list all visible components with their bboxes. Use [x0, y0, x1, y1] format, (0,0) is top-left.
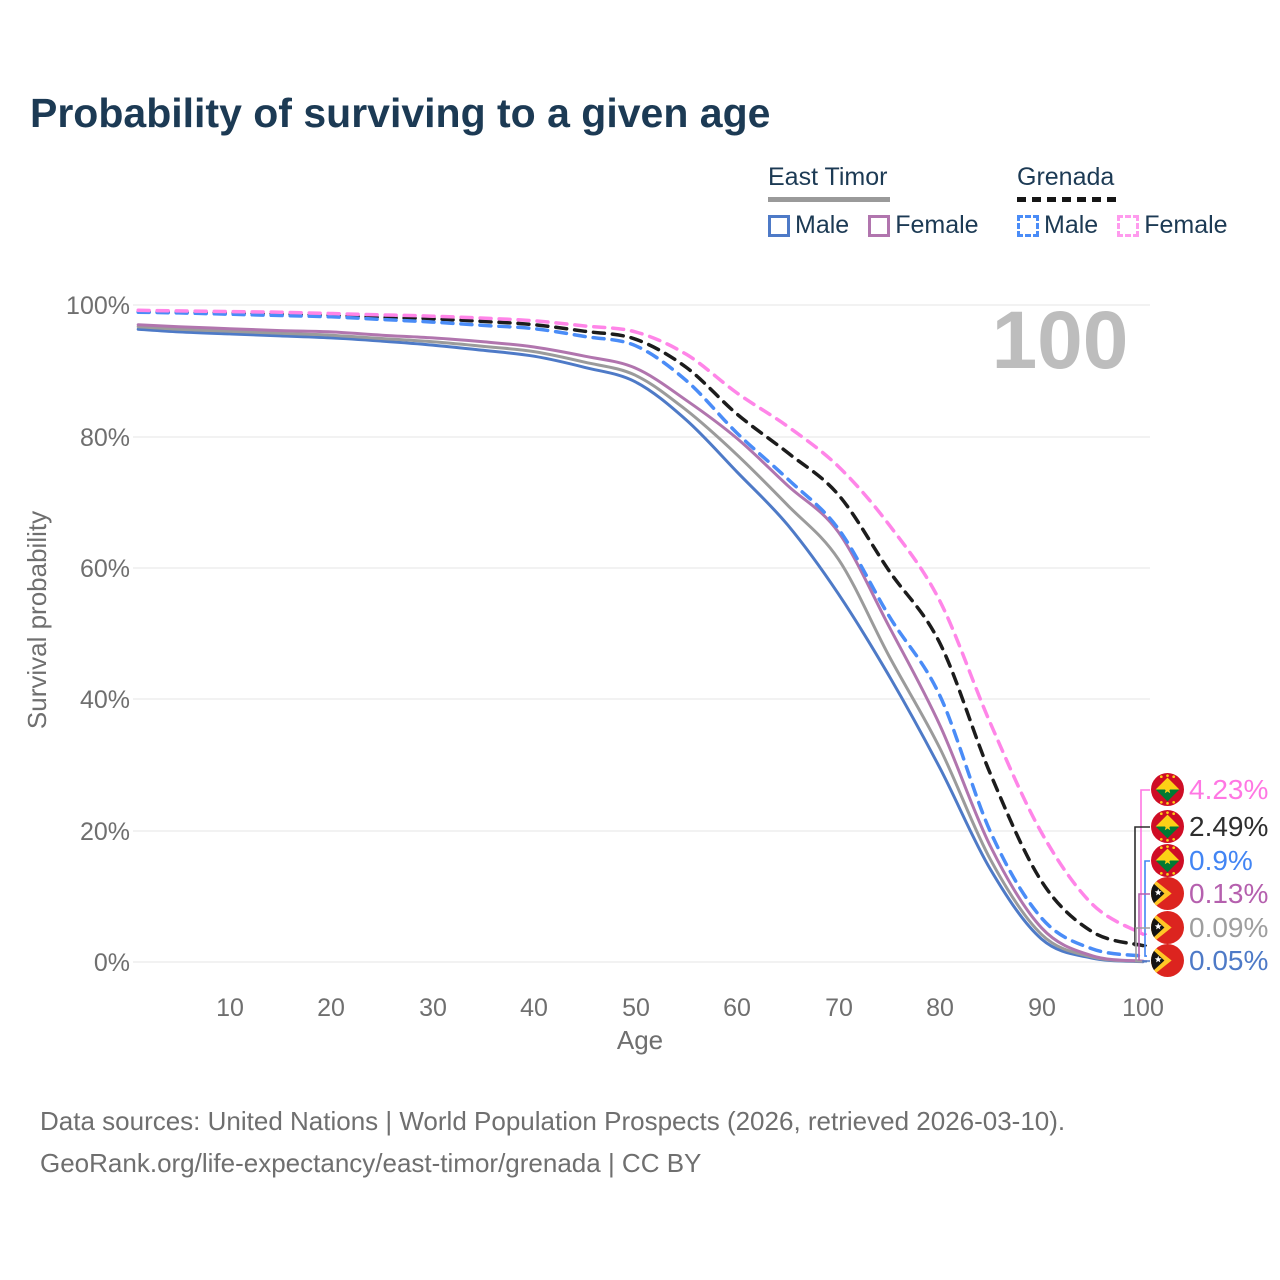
legend-item-grenada-female[interactable]: Female [1117, 211, 1228, 240]
x-tick: 70 [825, 994, 853, 1022]
y-tick: 100% [66, 292, 130, 320]
end-value: 0.13% [1189, 877, 1269, 909]
x-tick: 60 [723, 994, 751, 1022]
legend-group-east-timor: East Timor Male Female [768, 163, 979, 240]
legend-label: Male [795, 211, 850, 239]
curve-east-timor-male [136, 327, 1145, 964]
x-tick: 30 [419, 994, 447, 1022]
legend-item-grenada-male[interactable]: Male [1017, 211, 1098, 240]
end-label-grenada-combined: 2.49% [1151, 810, 1268, 843]
grenada-female-swatch-icon [1117, 214, 1140, 237]
y-tick: 60% [80, 555, 130, 583]
end-value: 2.49% [1189, 810, 1269, 842]
curve-grenada-female [136, 308, 1145, 936]
x-axis-ticks: 10 20 30 40 50 60 70 80 90 100 [216, 994, 1164, 1022]
end-label-leader-lines [1134, 789, 1150, 963]
age-watermark: 100 [992, 295, 1129, 386]
y-axis-title: Survival probability [22, 511, 52, 729]
legend-label: Male [1044, 211, 1099, 239]
leader-line [1134, 826, 1150, 947]
end-value: 4.23% [1189, 773, 1269, 805]
x-tick: 80 [926, 994, 954, 1022]
legend-label: Female [895, 211, 979, 239]
curve-grenada-male [136, 310, 1145, 958]
end-value: 0.9% [1189, 844, 1253, 876]
page-title: Probability of surviving to a given age [30, 90, 771, 136]
y-tick: 80% [80, 424, 130, 452]
leader-line [1135, 927, 1150, 963]
grenada-flag-icon [1151, 773, 1184, 806]
leader-line [1142, 960, 1150, 963]
y-tick: 20% [80, 818, 130, 846]
survival-curves [136, 308, 1145, 964]
curve-east-timor-female [136, 323, 1145, 963]
east-timor-flag-icon [1151, 944, 1184, 977]
y-axis-ticks: 100% 80% 60% 40% 20% 0% [66, 292, 130, 977]
attribution-line: GeoRank.org/life-expectancy/east-timor/g… [40, 1148, 702, 1178]
end-label-grenada-female: 4.23% [1151, 773, 1268, 806]
end-value: 0.09% [1189, 911, 1269, 943]
x-tick: 20 [317, 994, 345, 1022]
east-timor-male-swatch-icon [768, 214, 790, 237]
grenada-flag-icon [1151, 844, 1184, 877]
east-timor-flag-icon [1151, 911, 1184, 944]
y-tick: 40% [80, 686, 130, 714]
grenada-flag-icon [1151, 810, 1184, 843]
legend-country-grenada: Grenada [1017, 163, 1115, 191]
leader-line [1140, 789, 1150, 935]
grenada-combined-line-swatch [1017, 197, 1120, 202]
legend-item-east-timor-female[interactable]: Female [868, 211, 979, 240]
gridlines [133, 304, 1150, 963]
east-timor-female-swatch-icon [868, 214, 891, 237]
x-tick: 90 [1028, 994, 1056, 1022]
end-label-east-timor-male: 0.05% [1151, 944, 1268, 977]
curve-east-timor-combined [136, 325, 1145, 963]
end-value: 0.05% [1189, 944, 1269, 976]
legend-label: Female [1144, 211, 1228, 239]
x-axis-title: Age [617, 1025, 663, 1055]
legend-item-east-timor-male[interactable]: Male [768, 211, 849, 240]
x-tick: 100 [1122, 994, 1164, 1022]
east-timor-combined-line-swatch [768, 197, 890, 202]
legend-group-grenada: Grenada Male Female [1017, 163, 1228, 240]
legend-country-east-timor: East Timor [768, 163, 888, 191]
x-tick: 10 [216, 994, 244, 1022]
end-label-grenada-male: 0.9% [1151, 844, 1253, 877]
y-tick: 0% [94, 949, 130, 977]
end-label-east-timor-female: 0.13% [1151, 877, 1268, 910]
grenada-male-swatch-icon [1017, 214, 1039, 237]
x-tick: 40 [520, 994, 548, 1022]
leader-line [1144, 860, 1150, 957]
x-tick: 50 [622, 994, 650, 1022]
end-label-east-timor-combined: 0.09% [1151, 911, 1268, 944]
data-sources-line: Data sources: United Nations | World Pop… [40, 1106, 1066, 1136]
east-timor-flag-icon [1151, 877, 1184, 910]
